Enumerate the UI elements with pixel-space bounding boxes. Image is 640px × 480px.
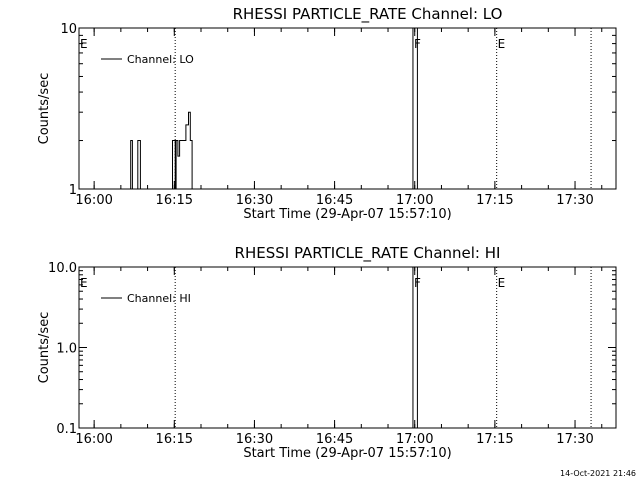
generation-timestamp: 14-Oct-2021 21:46	[560, 469, 636, 478]
chart-title: RHESSI PARTICLE_RATE Channel: HI	[235, 244, 501, 263]
event-marker-label: F	[414, 276, 421, 290]
y-axis-label: Counts/sec	[37, 312, 52, 384]
x-tick-label: 16:00	[75, 193, 112, 208]
x-tick-label: 16:30	[236, 432, 273, 447]
x-tick-label: 17:30	[556, 432, 593, 447]
y-tick-label: 10.0	[48, 261, 77, 276]
event-marker-label: E	[80, 37, 88, 51]
plot-frame	[78, 27, 617, 190]
x-tick-label: 17:15	[476, 193, 513, 208]
x-tick-label: 17:30	[556, 193, 593, 208]
series-line	[130, 111, 193, 190]
legend-label: Channel: LO	[127, 53, 194, 66]
y-tick-label: 1	[69, 183, 77, 198]
event-marker-label: E	[498, 276, 506, 290]
event-marker-label: E	[80, 276, 88, 290]
x-tick-label: 17:00	[396, 432, 433, 447]
legend-label: Channel: HI	[127, 292, 191, 305]
event-marker-label: E	[498, 37, 506, 51]
x-tick-label: 16:45	[316, 193, 353, 208]
y-axis-label: Counts/sec	[37, 73, 52, 145]
y-tick-label: 1.0	[56, 342, 77, 357]
event-marker-label: F	[414, 37, 421, 51]
x-tick-label: 16:45	[316, 432, 353, 447]
chart-title: RHESSI PARTICLE_RATE Channel: LO	[233, 5, 503, 24]
x-axis-label: Start Time (29-Apr-07 15:57:10)	[243, 207, 451, 222]
panel-lo-channel: RHESSI PARTICLE_RATE Channel: LO 16:00 16:…	[37, 5, 617, 222]
y-tick-label: 0.1	[56, 422, 77, 437]
y-tick-label: 10	[60, 22, 77, 37]
x-tick-label: 16:15	[156, 193, 193, 208]
x-tick-label: 16:15	[156, 432, 193, 447]
panel-hi-channel: RHESSI PARTICLE_RATE Channel: HI 16:00 16:…	[37, 244, 617, 461]
x-tick-label: 16:00	[75, 432, 112, 447]
x-tick-label: 17:15	[476, 432, 513, 447]
x-tick-label: 16:30	[236, 193, 273, 208]
x-tick-label: 17:00	[396, 193, 433, 208]
x-axis-label: Start Time (29-Apr-07 15:57:10)	[243, 446, 451, 461]
